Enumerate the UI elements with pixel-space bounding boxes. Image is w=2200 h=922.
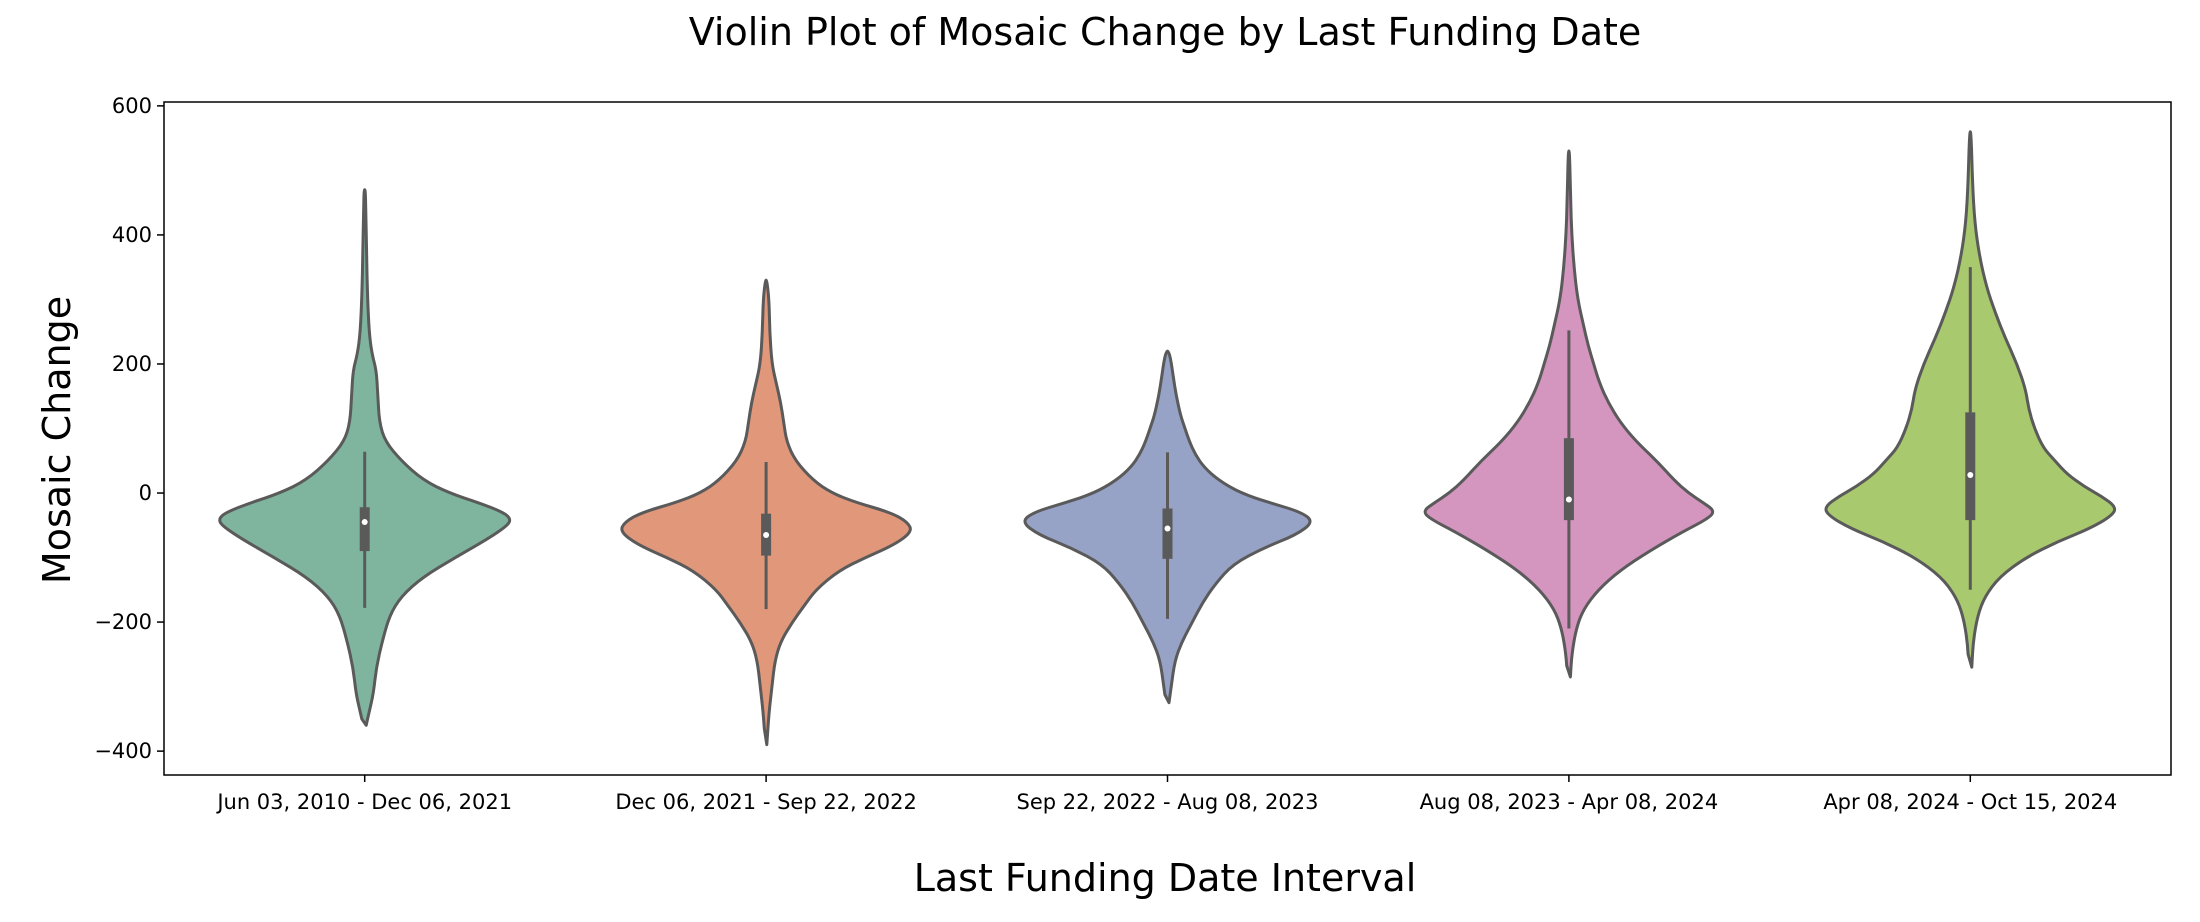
violin-group <box>218 130 2117 747</box>
x-tick-label: Aug 08, 2023 - Apr 08, 2024 <box>1420 790 1719 814</box>
plot-frame <box>163 101 2172 776</box>
violin-iqr-box-3 <box>1162 508 1173 559</box>
y-tick-label: −200 <box>94 610 152 634</box>
violin-median-4 <box>1565 496 1572 503</box>
violin-iqr-box-4 <box>1563 438 1574 521</box>
y-axis: −400 −200 0 200 400 600 <box>94 94 164 763</box>
y-tick-label: −400 <box>94 739 152 763</box>
x-tick-label: Apr 08, 2024 - Oct 15, 2024 <box>1823 790 2117 814</box>
x-axis-label: Last Funding Date Interval <box>914 856 1417 900</box>
x-tick-label: Jun 03, 2010 - Dec 06, 2021 <box>215 790 512 814</box>
y-tick-label: 600 <box>112 94 152 118</box>
x-axis: Jun 03, 2010 - Dec 06, 2021 Dec 06, 2021 … <box>215 775 2117 814</box>
violin-median-5 <box>1967 471 1974 478</box>
violin-median-1 <box>361 519 368 526</box>
x-tick-label: Dec 06, 2021 - Sep 22, 2022 <box>615 790 917 814</box>
y-tick-label: 400 <box>112 223 152 247</box>
violin-median-2 <box>763 531 770 538</box>
y-tick-label: 200 <box>112 352 152 376</box>
violin-iqr-box-1 <box>359 507 370 552</box>
violin-iqr-box-5 <box>1965 412 1976 521</box>
x-tick-label: Sep 22, 2022 - Aug 08, 2023 <box>1017 790 1319 814</box>
y-axis-label: Mosaic Change <box>35 296 79 584</box>
chart-title: Violin Plot of Mosaic Change by Last Fun… <box>689 10 1642 54</box>
violin-median-3 <box>1164 525 1171 532</box>
y-tick-label: 0 <box>139 481 152 505</box>
